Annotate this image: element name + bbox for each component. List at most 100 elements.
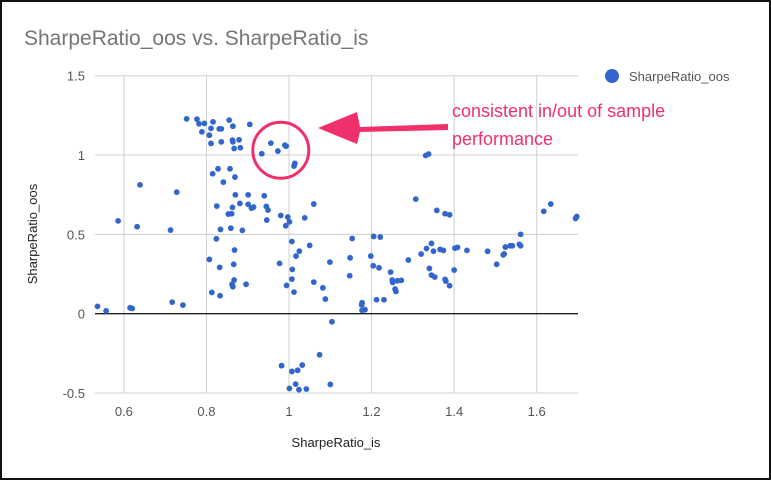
data-point [218, 138, 225, 145]
data-point [319, 284, 326, 291]
data-point [284, 214, 291, 220]
data-point [217, 292, 223, 299]
data-point [137, 181, 143, 188]
annotation-text: consistent in/out of sample [452, 101, 665, 121]
data-point [232, 174, 238, 180]
data-point [412, 196, 419, 203]
data-point [226, 117, 233, 124]
x-tick-label: 1 [285, 404, 292, 419]
data-point [442, 210, 448, 217]
grid [95, 75, 578, 394]
data-point [173, 189, 180, 196]
data-point [194, 116, 200, 123]
data-point [209, 170, 216, 177]
data-point [286, 385, 293, 392]
data-point [227, 225, 234, 232]
data-point [237, 200, 243, 207]
data-point [243, 281, 249, 288]
x-tick-label: 1.2 [363, 404, 381, 419]
data-point [430, 248, 437, 255]
data-point [296, 248, 303, 255]
data-point [276, 260, 283, 267]
x-axis-label: SharpeRatio_is [292, 435, 381, 450]
data-point [229, 204, 236, 211]
data-point [293, 253, 299, 259]
data-point [433, 207, 440, 214]
data-point [167, 227, 174, 233]
data-point [199, 128, 205, 135]
legend-label: SharpeRatio_oos [629, 69, 730, 84]
data-point [218, 125, 225, 132]
data-point [509, 242, 516, 249]
data-point [210, 118, 216, 125]
data-point [451, 267, 458, 273]
data-point [94, 303, 101, 310]
x-tick-label: 1.6 [528, 404, 546, 419]
data-point [289, 368, 295, 375]
data-point [237, 144, 244, 151]
data-point [310, 279, 317, 286]
data-point [291, 289, 297, 295]
data-point [442, 278, 449, 285]
data-point [265, 207, 271, 213]
data-point [446, 282, 453, 289]
data-point [208, 140, 214, 147]
data-point [220, 179, 227, 186]
data-point [129, 305, 136, 312]
data-point [431, 274, 438, 280]
data-point [322, 296, 329, 302]
y-tick-label: 1.5 [67, 69, 85, 84]
data-point [232, 191, 239, 198]
data-point [501, 250, 508, 257]
data-point [405, 257, 412, 263]
data-point [303, 386, 310, 392]
data-point [517, 242, 524, 249]
data-point [398, 277, 405, 284]
data-point [316, 351, 323, 358]
data-point [540, 208, 547, 215]
data-point [484, 248, 491, 255]
tick-labels: 0.6 0.8 1 1.2 1.4 1.6 -0.5 0 0.5 1 1.5 [63, 69, 546, 419]
data-point [367, 253, 374, 259]
data-point [426, 265, 433, 272]
data-point [283, 143, 290, 150]
data-point [425, 151, 432, 157]
data-point [440, 247, 447, 254]
data-point [454, 244, 461, 251]
data-point [347, 254, 354, 261]
data-point [502, 244, 509, 250]
data-point [216, 264, 223, 271]
data-point [387, 269, 394, 276]
legend[interactable]: SharpeRatio_oos [605, 69, 730, 84]
data-point [327, 381, 334, 388]
data-point [169, 299, 176, 305]
x-tick-label: 0.6 [115, 404, 133, 419]
x-tick-label: 1.4 [445, 404, 463, 419]
data-point [134, 223, 141, 230]
data-point [362, 306, 368, 313]
data-point [229, 138, 236, 145]
data-point [208, 125, 214, 132]
y-tick-label: -0.5 [63, 386, 85, 401]
legend-marker [605, 69, 619, 83]
data-point [291, 163, 297, 170]
data-point [547, 201, 554, 207]
data-point [370, 233, 377, 240]
data-point [418, 251, 425, 257]
data-point [213, 235, 220, 242]
data-point [389, 279, 396, 286]
data-points [94, 115, 580, 393]
data-point [215, 165, 221, 172]
data-point [217, 226, 224, 233]
data-point [573, 213, 580, 220]
data-point [278, 362, 285, 369]
data-point [115, 217, 122, 224]
data-point [282, 222, 289, 229]
data-point [358, 301, 365, 308]
data-point [428, 240, 435, 247]
data-point [267, 140, 274, 147]
annotation: consistent in/out of sample performance [251, 101, 665, 180]
data-point [206, 256, 213, 263]
